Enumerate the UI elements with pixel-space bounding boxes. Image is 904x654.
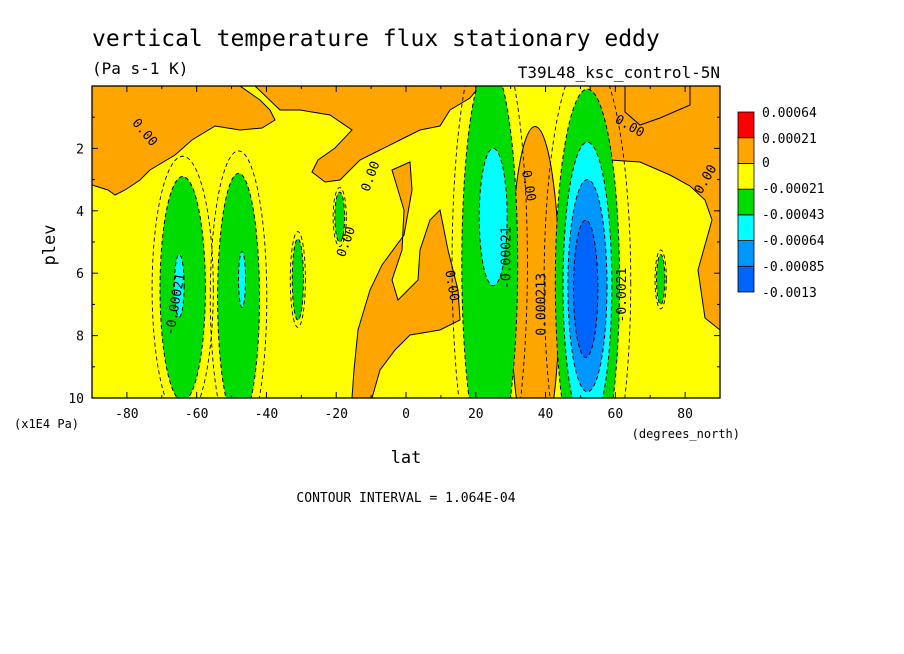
chart-title: vertical temperature flux stationary edd… <box>92 26 660 52</box>
colorbar-label-3: -0.00043 <box>762 208 825 223</box>
contour-line-10 <box>209 150 268 398</box>
positive-region-center-column <box>351 161 461 398</box>
x-tick-label-1: -60 <box>185 407 208 422</box>
colorbar-swatch-2 <box>737 214 755 241</box>
y-axis-unit: (x1E4 Pa) <box>14 417 79 431</box>
contour-region-10 <box>217 172 260 398</box>
colorbar-label-2: -0.00064 <box>762 234 825 249</box>
x-tick-label-8: 80 <box>677 407 693 422</box>
x-tick-label-2: -40 <box>255 407 278 422</box>
x-axis-label: lat <box>391 448 422 468</box>
plot-area <box>91 85 721 399</box>
colorbar-label-0: -0.0013 <box>762 286 817 301</box>
colorbar-label-1: -0.00085 <box>762 260 825 275</box>
x-tick-label-0: -80 <box>115 407 138 422</box>
contour-label-7: -0.00021 <box>500 226 515 289</box>
y-tick-label-1: 4 <box>76 205 84 220</box>
positive-region-east-lobe <box>624 86 691 126</box>
contour-line-2 <box>451 86 528 398</box>
contour-line-4 <box>543 86 632 398</box>
positive-region-upper-center <box>254 86 481 183</box>
colorbar-swatch-3 <box>737 188 755 216</box>
contour-region-11 <box>238 250 247 309</box>
colorbar-label-5: 0 <box>762 156 770 171</box>
contour-line-13 <box>332 187 347 247</box>
contour-label-8: 0.000213 <box>535 273 550 336</box>
contour-line-12 <box>289 231 306 328</box>
contour-label-9: -0.0021 <box>615 268 630 323</box>
colorbar: -0.0013 -0.00085 -0.00064 -0.00043 -0.00021 0… <box>737 106 825 301</box>
dataset-label: T39L48_ksc_control-5N <box>518 63 720 82</box>
colorbar-swatch-4 <box>737 163 755 190</box>
colorbar-swatch-6 <box>737 111 755 139</box>
chart-units: (Pa s-1 K) <box>92 59 188 78</box>
contour-region-7 <box>572 219 599 358</box>
colorbar-swatch-5 <box>737 137 755 164</box>
colorbar-swatch-0 <box>737 265 755 293</box>
contour-line-8 <box>151 155 214 398</box>
x-tick-label-6: 40 <box>538 407 554 422</box>
colorbar-swatch-1 <box>737 240 755 267</box>
contour-region-9 <box>173 253 185 318</box>
colorbar-label-6: 0.00021 <box>762 132 817 147</box>
x-tick-label-3: -20 <box>324 407 347 422</box>
y-tick-label-0: 2 <box>76 142 84 157</box>
y-axis-ticks: 2 4 6 8 10 <box>68 116 720 407</box>
x-tick-label-5: 20 <box>468 407 484 422</box>
x-axis-unit: (degrees_north) <box>632 427 740 441</box>
y-tick-label-3: 8 <box>76 330 84 345</box>
x-tick-label-4: 0 <box>402 407 410 422</box>
contour-region-12 <box>291 238 304 321</box>
y-tick-label-2: 6 <box>76 267 84 282</box>
contour-region-13 <box>334 191 346 243</box>
colorbar-label-7: 0.00064 <box>762 106 817 121</box>
colorbar-label-4: -0.00021 <box>762 182 825 197</box>
contour-line-14 <box>654 249 667 310</box>
negative-contour-lines <box>151 86 667 398</box>
contour-label-4: 0.00 <box>518 169 538 202</box>
x-tick-label-7: 60 <box>608 407 624 422</box>
contour-region-14 <box>656 253 666 305</box>
contour-label-3: 0.00 <box>441 269 461 302</box>
y-axis-label: plev <box>40 225 60 266</box>
contour-region-3 <box>478 147 508 287</box>
positive-region-upper-west <box>92 86 276 196</box>
contour-fills <box>159 86 666 398</box>
x-axis-ticks: -80 -60 -40 -20 0 20 40 60 80 <box>91 86 721 422</box>
y-tick-label-4: 10 <box>68 392 84 407</box>
contour-interval: CONTOUR INTERVAL = 1.064E-04 <box>296 491 515 506</box>
